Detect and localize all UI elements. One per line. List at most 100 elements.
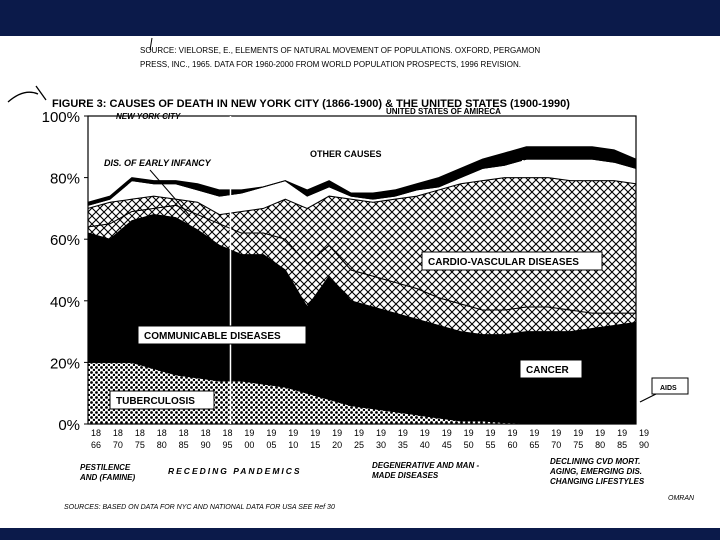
x-tick-label: 05: [266, 440, 276, 450]
x-tick-label: 35: [398, 440, 408, 450]
x-tick-label: 00: [244, 440, 254, 450]
label-communicable-box: [137, 325, 307, 345]
x-tick-label: 19: [551, 428, 561, 438]
x-tick-label: 25: [354, 440, 364, 450]
region-label-usa: UNITED STATES OF AMIRECA: [386, 107, 501, 116]
x-tick-label: 90: [201, 440, 211, 450]
slide-sheet: SOURCE: VIELORSE, E., ELEMENTS OF NATURA…: [0, 36, 720, 528]
x-tick-label: 66: [91, 440, 101, 450]
x-tick-label: 19: [310, 428, 320, 438]
label-aids-arrow: [639, 393, 657, 403]
x-tick-label: 75: [135, 440, 145, 450]
era-label: MADE DISEASES: [372, 471, 439, 480]
x-tick-label: 19: [398, 428, 408, 438]
x-tick-label: 19: [288, 428, 298, 438]
x-tick-label: 19: [376, 428, 386, 438]
x-tick-label: 15: [310, 440, 320, 450]
x-tick-label: 19: [464, 428, 474, 438]
source-note-line2: PRESS, INC., 1965. DATA FOR 1960-2000 FR…: [140, 60, 521, 69]
x-tick-label: 18: [91, 428, 101, 438]
era-label: DEGENERATIVE AND MAN -: [372, 461, 479, 470]
causes-of-death-chart: SOURCE: VIELORSE, E., ELEMENTS OF NATURA…: [7, 37, 695, 511]
top-frame-bar: [0, 0, 720, 36]
x-tick-label: 85: [179, 440, 189, 450]
x-tick-label: 19: [639, 428, 649, 438]
footer-sources: SOURCES: BASED ON DATA FOR NYC AND NATIO…: [64, 504, 335, 511]
label-communicable: COMMUNICABLE DISEASES: [144, 331, 281, 342]
x-tick-label: 18: [179, 428, 189, 438]
x-tick-label: 19: [486, 428, 496, 438]
era-label: CHANGING LIFESTYLES: [550, 477, 645, 486]
label-cancer-box: [519, 359, 583, 379]
y-tick-label: 0%: [58, 417, 80, 434]
x-tick-label: 20: [332, 440, 342, 450]
area-labels: OTHER CAUSES ACCIDENTS DIS. OF EARLY INFAN…: [104, 149, 689, 410]
era-label: RECEDING PANDEMICS: [168, 466, 302, 476]
label-tuberculosis-box: [109, 390, 215, 410]
x-tick-label: 18: [113, 428, 123, 438]
area-aids: [592, 387, 636, 424]
y-tick-label: 100%: [42, 109, 80, 126]
x-tick-label: 80: [157, 440, 167, 450]
label-cardiovascular: CARDIO-VASCULAR DISEASES: [428, 257, 579, 268]
label-aids: AIDS: [660, 385, 677, 392]
x-tick-label: 95: [223, 440, 233, 450]
y-tick-label: 60%: [50, 232, 80, 249]
era-label: AND (FAMINE): [79, 473, 135, 482]
x-tick-label: 18: [223, 428, 233, 438]
x-tick-label: 45: [442, 440, 452, 450]
x-tick-label: 19: [266, 428, 276, 438]
label-cardiovascular-box: [421, 251, 603, 271]
pen-mark-icon: [7, 85, 47, 103]
x-axis: 18 66 18 70 18 75 18 80 18 85 18 90 18 95 19 00 19 05 19 10…: [91, 428, 649, 450]
x-tick-label: 75: [573, 440, 583, 450]
era-label: AGING, EMERGING DIS.: [549, 467, 642, 476]
bottom-frame-bar: [0, 528, 720, 540]
y-tick-label: 20%: [50, 355, 80, 372]
label-early-infancy: DIS. OF EARLY INFANCY: [104, 158, 212, 168]
label-cancer: CANCER: [526, 365, 570, 376]
x-tick-label: 19: [617, 428, 627, 438]
x-tick-label: 18: [157, 428, 167, 438]
x-tick-label: 10: [288, 440, 298, 450]
label-aids-box: [651, 377, 689, 395]
label-early-infancy-leader: [149, 169, 191, 217]
x-tick-label: 19: [573, 428, 583, 438]
x-tick-label: 40: [420, 440, 430, 450]
x-tick-label: 18: [135, 428, 145, 438]
x-tick-label: 19: [595, 428, 605, 438]
plot-frame: [87, 115, 637, 425]
x-tick-label: 19: [244, 428, 254, 438]
era-label: PESTILENCE: [80, 463, 131, 472]
x-tick-label: 55: [486, 440, 496, 450]
label-accidents: ACCIDENTS: [520, 159, 567, 168]
source-note-line1: SOURCE: VIELORSE, E., ELEMENTS OF NATURA…: [140, 46, 540, 55]
x-tick-label: 50: [464, 440, 474, 450]
x-tick-label: 90: [639, 440, 649, 450]
x-tick-label: 18: [201, 428, 211, 438]
x-tick-label: 85: [617, 440, 627, 450]
y-tick-label: 40%: [50, 294, 80, 311]
x-tick-label: 19: [332, 428, 342, 438]
x-tick-label: 30: [376, 440, 386, 450]
chart-title: FIGURE 3: CAUSES OF DEATH IN NEW YORK CI…: [52, 98, 570, 110]
x-tick-label: 19: [354, 428, 364, 438]
pen-tick-icon: [149, 37, 153, 51]
x-tick-label: 70: [113, 440, 123, 450]
x-tick-label: 19: [507, 428, 517, 438]
x-tick-label: 60: [507, 440, 517, 450]
footer-author: OMRAN: [668, 495, 695, 502]
x-tick-label: 19: [420, 428, 430, 438]
x-tick-label: 19: [442, 428, 452, 438]
x-tick-label: 70: [551, 440, 561, 450]
x-tick-label: 65: [529, 440, 539, 450]
plot-area: [87, 115, 637, 425]
label-other-causes: OTHER CAUSES: [310, 149, 382, 159]
x-tick-label: 80: [595, 440, 605, 450]
label-tuberculosis: TUBERCULOSIS: [116, 396, 195, 407]
y-tick-label: 80%: [50, 171, 80, 188]
y-axis: 0% 20% 40% 60% 80% 100%: [42, 109, 88, 434]
era-label: DECLINING CVD MORT.: [550, 457, 640, 466]
x-tick-label: 19: [529, 428, 539, 438]
